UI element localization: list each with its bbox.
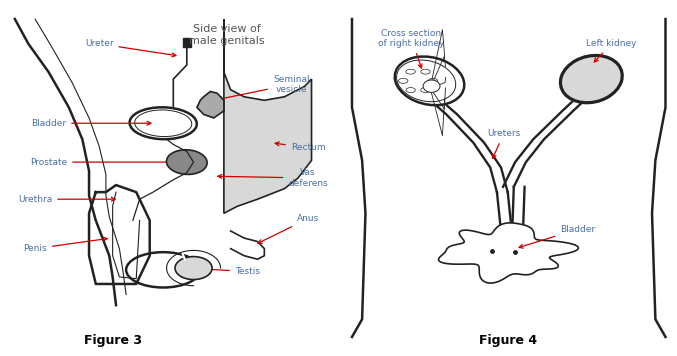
Text: Urethra: Urethra [18,195,115,204]
Ellipse shape [167,150,207,174]
Text: Ureters: Ureters [487,129,521,158]
Text: Ureter: Ureter [85,39,176,57]
Text: Bladder: Bladder [519,225,595,248]
Ellipse shape [397,60,456,102]
Polygon shape [439,223,578,283]
Text: Vas
deferens: Vas deferens [218,168,328,188]
Text: Cross section
of right kidney: Cross section of right kidney [378,29,445,68]
Text: Figure 3: Figure 3 [84,334,141,347]
Text: Left kidney: Left kidney [586,39,637,62]
Text: Seminal
vesicle: Seminal vesicle [218,75,309,101]
Polygon shape [224,19,311,213]
Text: Anus: Anus [258,214,320,243]
Text: Bladder: Bladder [31,119,151,128]
Ellipse shape [423,80,440,92]
Text: Figure 4: Figure 4 [479,334,538,347]
Bar [183,38,191,47]
Ellipse shape [175,257,212,279]
Text: Testis: Testis [191,267,260,276]
Text: Prostate: Prostate [30,158,173,167]
Text: Penis: Penis [23,237,107,253]
Text: Side view of
male genitals: Side view of male genitals [190,24,265,46]
Ellipse shape [561,56,622,103]
Text: Rectum: Rectum [276,142,326,152]
Polygon shape [197,91,224,118]
